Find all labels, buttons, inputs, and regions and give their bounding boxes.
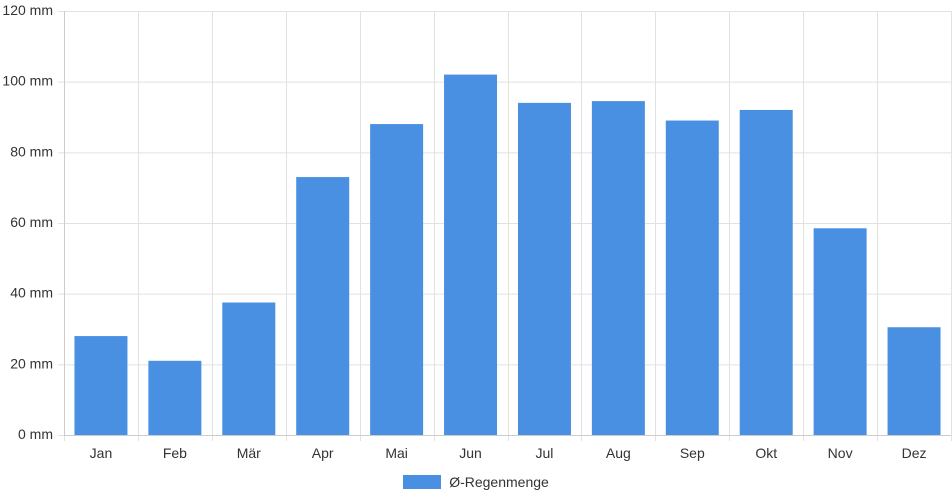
axes — [64, 11, 951, 436]
x-tick-label: Mai — [385, 445, 408, 461]
grid-lines — [58, 11, 952, 441]
y-tick-label: 100 mm — [2, 73, 53, 89]
bar-nov — [813, 228, 867, 435]
legend[interactable]: Ø-Regenmenge — [0, 472, 952, 492]
bar-chart: 0 mm 20 mm 40 mm 60 mm 80 mm 100 mm 120 mm Jan F… — [2, 2, 952, 461]
bar-mär — [222, 302, 276, 435]
x-tick-label: Dez — [902, 445, 927, 461]
bar-mai — [370, 124, 424, 436]
x-tick-label: Nov — [828, 445, 853, 461]
bar-feb — [148, 360, 202, 435]
y-tick-label: 40 mm — [10, 285, 53, 301]
x-tick-label: Apr — [312, 445, 334, 461]
y-tick-label: 0 mm — [18, 426, 53, 442]
bar-sep — [665, 120, 719, 436]
bar-okt — [739, 109, 793, 435]
bars — [74, 74, 941, 436]
y-tick-label: 120 mm — [2, 2, 53, 18]
x-tick-label: Aug — [606, 445, 631, 461]
tick-labels: 0 mm 20 mm 40 mm 60 mm 80 mm 100 mm 120 mm Jan F… — [2, 2, 926, 461]
bar-aug — [591, 101, 645, 435]
x-tick-label: Mär — [237, 445, 261, 461]
bar-jan — [74, 336, 128, 435]
legend-swatch — [403, 475, 442, 489]
bar-apr — [296, 177, 350, 436]
bar-jul — [517, 102, 571, 435]
x-tick-label: Sep — [680, 445, 705, 461]
y-tick-label: 80 mm — [10, 143, 53, 159]
y-tick-label: 60 mm — [10, 214, 53, 230]
x-tick-label: Okt — [755, 445, 777, 461]
x-tick-label: Jul — [536, 445, 554, 461]
legend-label: Ø-Regenmenge — [449, 474, 549, 490]
x-tick-label: Jan — [90, 445, 113, 461]
x-tick-label: Feb — [163, 445, 187, 461]
bar-jun — [444, 74, 498, 435]
bar-dez — [887, 327, 941, 435]
x-tick-label: Jun — [459, 445, 482, 461]
y-tick-label: 20 mm — [10, 355, 53, 371]
